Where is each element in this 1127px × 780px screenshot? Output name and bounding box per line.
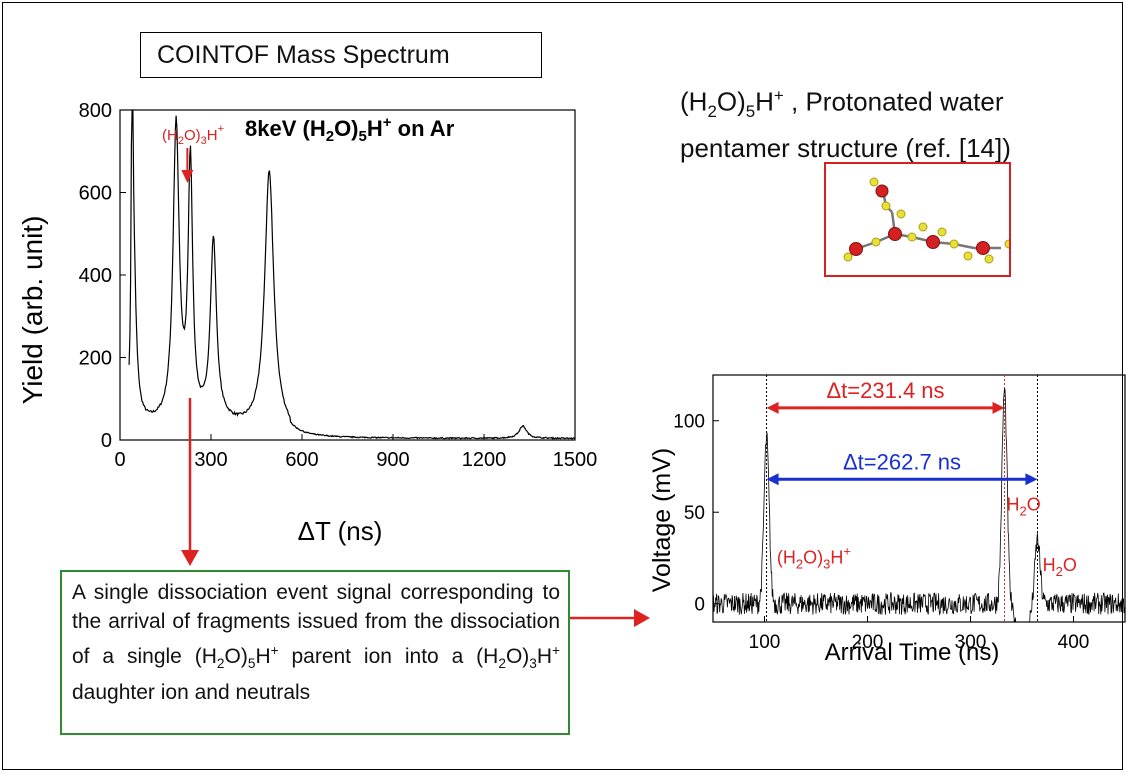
delta-t-arrows: Δt=231.4 ns Δt=262.7 ns [766, 378, 1038, 486]
title-sup: + [383, 114, 392, 131]
mass-spectrum-trace [128, 109, 576, 440]
desc-sub: 5 [247, 656, 256, 672]
x-tick-label: 900 [376, 449, 409, 471]
fragment-label-part: 2 [796, 556, 803, 571]
delta-t-arrowhead-right [1025, 473, 1038, 486]
marker-lines [766, 375, 1038, 622]
title-sub: 5 [359, 128, 367, 145]
y-tick-label: 50 [684, 503, 705, 524]
fragment-label-part: O [1027, 494, 1041, 514]
title-part: on Ar [392, 116, 455, 141]
molecule-image [843, 177, 1014, 264]
peak-annotation: (H2O)3H+ [162, 123, 224, 147]
caption-sub: 2 [707, 101, 717, 121]
fragment-label-part: 3 [823, 556, 830, 571]
fragment-label: H2O [1007, 494, 1041, 518]
x-axis-label: ΔT (ns) [298, 516, 383, 546]
x-tick-label: 600 [285, 449, 318, 471]
x-tick-label: 1200 [462, 449, 507, 471]
x-axis-label: Arrival Time (ns) [825, 639, 1000, 666]
structure-caption: (H2O)5H+ , Protonated water pentamer str… [680, 78, 1011, 166]
delta-t-arrowhead-left [766, 401, 779, 414]
voltage-axes [712, 374, 1126, 623]
annotation-arrowhead [181, 170, 194, 183]
delta-t-label: Δt=231.4 ns [826, 378, 944, 403]
y-tick-label: 800 [79, 100, 112, 122]
desc-part: parent ion into a (H [278, 645, 499, 668]
chart-title: 8keV (H2O)5H+ on Ar [245, 114, 455, 145]
desc-sub: 2 [498, 656, 506, 672]
fragment-label-part: H [1043, 555, 1056, 575]
title-part: H [367, 116, 383, 141]
y-tick-label: 600 [79, 183, 112, 205]
caption-sub: 5 [745, 101, 756, 121]
y-tick-label: 100 [673, 412, 705, 433]
desc-part: H [255, 645, 271, 668]
description-text: A single dissociation event signal corre… [72, 578, 560, 707]
caption-part: , Protonated water [783, 86, 1004, 117]
x-tick-label: 300 [194, 449, 227, 471]
molecule-structure-box [824, 162, 1014, 277]
x-tick-label: 100 [749, 632, 781, 653]
desc-part: daughter ion and neutrals [72, 681, 311, 705]
x-tick-label: 200 [852, 632, 884, 653]
fragment-label-part: O) [803, 547, 823, 567]
fragment-label-part: 2 [1056, 564, 1063, 579]
fragment-label-part: O [1063, 555, 1077, 575]
x-tick-label: 300 [955, 632, 987, 653]
delta-t-label: Δt=262.7 ns [843, 449, 961, 474]
x-tick-label: 400 [1058, 632, 1090, 653]
fragment-label-part: 2 [1020, 503, 1027, 518]
mass-spectrum-title: COINTOF Mass Spectrum [140, 32, 542, 78]
fragment-label-part: (H [777, 547, 796, 567]
annot-sub: 2 [178, 135, 184, 147]
caption-sup: + [773, 86, 784, 105]
fragment-label-part: + [843, 543, 851, 558]
x-tick-label: 1500 [553, 449, 598, 471]
x-tick-label: 0 [114, 449, 125, 471]
y-tick-label: 0 [694, 595, 705, 616]
fragment-label: (H2O)3H+ [777, 543, 851, 571]
caption-part: H [755, 86, 774, 117]
voltage-trace [712, 387, 1126, 623]
voltage-ticks: 100 200 300 400 0 50 100 [673, 412, 1089, 653]
fragment-label-part: H [1007, 494, 1020, 514]
y-tick-label: 0 [101, 430, 112, 452]
delta-t-arrowhead-right [992, 401, 1005, 414]
desc-part: A single dissociation event signal corre… [72, 581, 560, 668]
annot-part: O) [184, 127, 201, 144]
y-tick-label: 400 [79, 265, 112, 287]
description-box: A single dissociation event signal corre… [60, 570, 570, 735]
caption-part: O) [716, 86, 746, 117]
delta-t-arrowhead-left [766, 473, 779, 486]
annot-part: H [207, 127, 218, 144]
caption-part: (H [680, 86, 708, 117]
title-sub: 2 [326, 128, 334, 145]
desc-part: O) [505, 645, 530, 668]
plot-area-frame [712, 374, 1126, 623]
annot-part: (H [162, 127, 178, 144]
mass-spectrum-ticks: 0 300 600 900 1200 1500 0 200 400 600 800 [79, 100, 598, 471]
fragment-label-part: H [830, 547, 843, 567]
desc-part: H [536, 645, 553, 668]
y-axis-label: Yield (arb. unit) [17, 216, 48, 405]
desc-sup: + [552, 643, 560, 658]
annot-sub: 3 [201, 135, 207, 147]
figure-frame [2, 2, 1123, 770]
y-tick-label: 200 [79, 348, 112, 370]
desc-sub: 2 [216, 656, 225, 672]
desc-sup: + [270, 643, 279, 658]
title-part: 8keV (H [245, 116, 326, 141]
title-part: O) [334, 116, 358, 141]
fragment-label: H2O [1043, 555, 1077, 579]
annot-sup: + [218, 123, 224, 135]
desc-part: O) [224, 645, 248, 668]
caption-line2: pentamer structure (ref. [14]) [680, 132, 1011, 163]
desc-sub: 3 [529, 656, 537, 672]
voltage-signal-chart: 100 200 300 400 0 50 100 Δt=231.4 ns Δt=262.7 n… [648, 374, 1126, 666]
y-axis-label: Voltage (mV) [648, 448, 676, 593]
